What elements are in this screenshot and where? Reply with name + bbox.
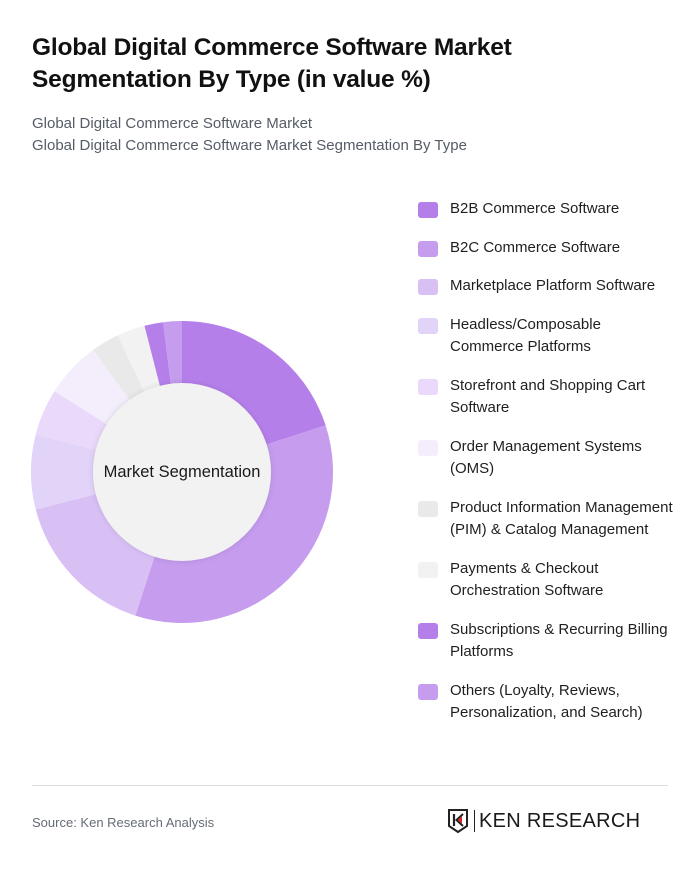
donut-slice[interactable] bbox=[144, 322, 172, 389]
legend-item[interactable]: Headless/Composable Commerce Platforms bbox=[418, 314, 678, 359]
legend-label: Order Management Systems (OMS) bbox=[450, 437, 642, 478]
legend-swatch-icon bbox=[418, 279, 438, 295]
legend-label: Product Information Management (PIM) & C… bbox=[450, 498, 673, 539]
donut-slice[interactable] bbox=[54, 349, 132, 426]
logo-separator bbox=[474, 810, 475, 832]
legend-label: B2B Commerce Software bbox=[450, 200, 620, 217]
legend-item[interactable]: Subscriptions & Recurring Billing Platfo… bbox=[418, 619, 678, 664]
subtitle-line-1: Global Digital Commerce Software Market bbox=[32, 115, 313, 132]
legend-swatch-icon bbox=[418, 500, 438, 517]
donut-hole bbox=[93, 383, 271, 561]
legend-item[interactable]: Payments & Checkout Orchestration Softwa… bbox=[418, 558, 678, 603]
donut-slice[interactable] bbox=[117, 325, 161, 395]
ken-research-logo: KEN RESEARCH bbox=[447, 808, 640, 834]
chart-title: Global Digital Commerce Software Market … bbox=[32, 34, 512, 93]
subtitle-line-2: Global Digital Commerce Software Market … bbox=[32, 136, 467, 154]
legend-label: Others (Loyalty, Reviews, Personalizatio… bbox=[450, 681, 643, 722]
legend-item[interactable]: Order Management Systems (OMS) bbox=[418, 436, 678, 481]
legend-swatch-icon bbox=[418, 622, 438, 639]
legend-item[interactable]: Marketplace Platform Software bbox=[418, 275, 678, 298]
donut-slice[interactable] bbox=[163, 321, 182, 387]
legend-item[interactable]: Storefront and Shopping Cart Software bbox=[418, 375, 678, 420]
legend-item[interactable]: B2C Commerce Software bbox=[418, 237, 678, 260]
legend-label: Marketplace Platform Software bbox=[450, 277, 656, 294]
chart-subtitle: Global Digital Commerce Software Market … bbox=[32, 113, 467, 156]
legend-item[interactable]: B2B Commerce Software bbox=[418, 198, 678, 221]
chart-legend: B2B Commerce Software B2C Commerce Softwa… bbox=[418, 198, 678, 725]
legend-label: Headless/Composable Commerce Platforms bbox=[450, 315, 601, 356]
legend-item[interactable]: Others (Loyalty, Reviews, Personalizatio… bbox=[418, 680, 678, 725]
legend-label: B2C Commerce Software bbox=[450, 238, 621, 256]
legend-label: Storefront and Shopping Cart Software bbox=[450, 376, 646, 417]
legend-swatch-icon bbox=[418, 202, 438, 218]
donut-slice[interactable] bbox=[31, 434, 99, 510]
ken-research-logo-icon bbox=[448, 809, 468, 834]
donut-svg bbox=[31, 321, 333, 623]
donut-chart bbox=[30, 320, 334, 624]
logo-text: KEN RESEARCH bbox=[479, 809, 641, 832]
donut-slice[interactable] bbox=[35, 391, 110, 451]
legend-swatch-icon bbox=[418, 240, 438, 257]
source-note: Source: Ken Research Analysis bbox=[32, 815, 215, 830]
footer-divider bbox=[32, 785, 668, 786]
donut-slice[interactable] bbox=[93, 335, 146, 403]
legend-item[interactable]: Product Information Management (PIM) & C… bbox=[418, 497, 678, 542]
donut-slice[interactable] bbox=[182, 321, 326, 446]
legend-swatch-icon bbox=[418, 378, 438, 395]
legend-swatch-icon bbox=[418, 561, 438, 578]
legend-swatch-icon bbox=[418, 317, 438, 334]
donut-slice[interactable] bbox=[135, 425, 333, 623]
donut-slices bbox=[31, 321, 333, 623]
legend-label: Payments & Checkout Orchestration Softwa… bbox=[450, 559, 604, 600]
legend-swatch-icon bbox=[418, 683, 438, 700]
donut-slice[interactable] bbox=[35, 493, 156, 616]
legend-swatch-icon bbox=[418, 439, 438, 456]
legend-label: Subscriptions & Recurring Billing Platfo… bbox=[450, 620, 668, 661]
